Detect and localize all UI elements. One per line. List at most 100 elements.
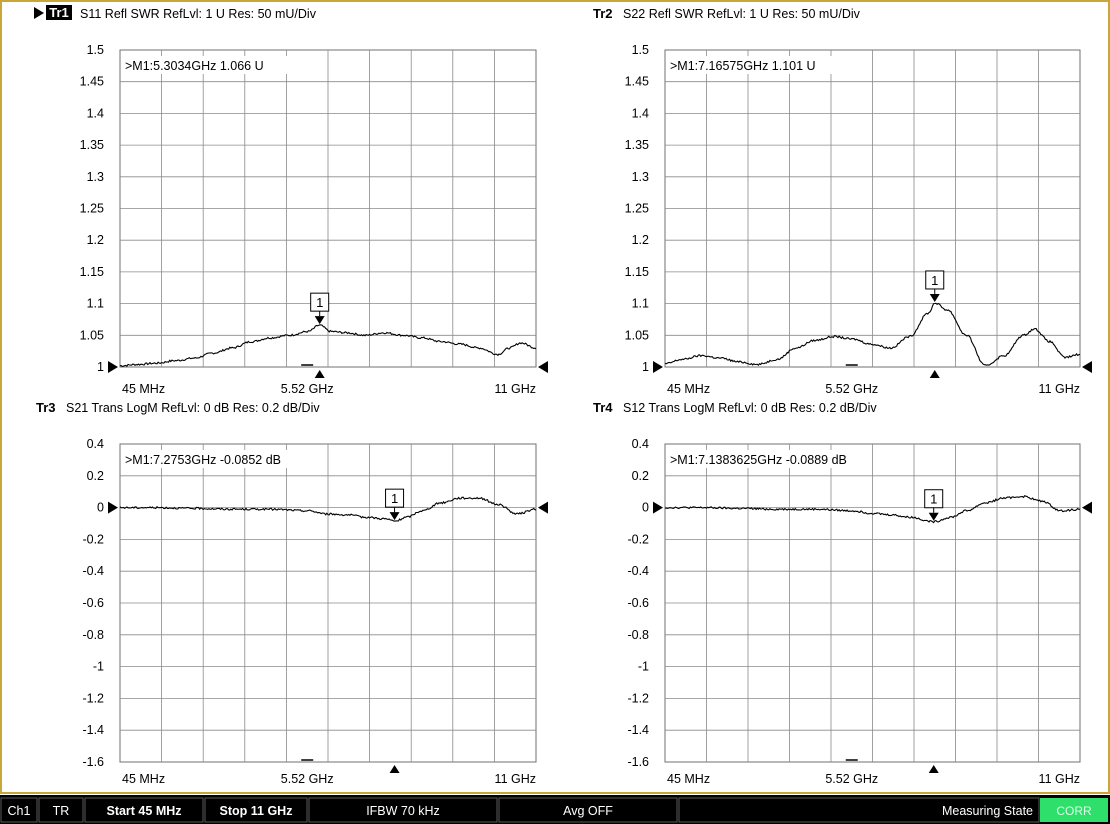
marker-label-box[interactable] [385, 488, 405, 508]
stop-frequency[interactable]: Stop 11 GHz [220, 804, 293, 818]
y-tick-label: 1.5 [632, 43, 649, 57]
marker-readout-text: >M1:7.16575GHz 1.101 U [670, 59, 816, 73]
ref-level-left-arrow-icon [108, 501, 118, 514]
trace-parameter: S21 Trans LogM RefLvl: 0 dB Res: 0.2 dB/… [66, 401, 320, 415]
trace-diagram-3[interactable]: Tr3 S21 Trans LogM RefLvl: 0 dB Res: 0.2 … [36, 400, 548, 786]
ref-level-right-arrow-icon [1082, 501, 1092, 514]
marker-readout[interactable]: >M1:7.2753GHz -0.0852 dB [124, 450, 324, 468]
ref-level-right-arrow-icon [538, 501, 548, 514]
grid-lines [665, 444, 1080, 762]
trace-mode-indicator[interactable]: TR [53, 804, 70, 818]
trace-line [664, 495, 1081, 524]
start-frequency-cell [84, 797, 204, 823]
active-trace-badge [46, 5, 72, 20]
stop-frequency-cell [204, 797, 308, 823]
ifbw-setting[interactable]: IFBW 70 kHz [366, 804, 440, 818]
marker-triangle-icon[interactable] [389, 512, 400, 521]
y-tick-label: 1.3 [87, 170, 104, 184]
trace-diagram-2[interactable]: Tr2 S22 Refl SWR RefLvl: 1 U Res: 50 mU/D… [593, 6, 1092, 396]
y-tick-label: 1.25 [80, 202, 104, 216]
trace-line [119, 496, 537, 522]
trace-diagram-4[interactable]: Tr4 S12 Trans LogM RefLvl: 0 dB Res: 0.2 … [593, 400, 1092, 786]
y-tick-label: 1 [97, 360, 104, 374]
y-tick-label: 1.15 [625, 265, 649, 279]
y-tick-label: 1.5 [87, 43, 104, 57]
y-tick-label: 0 [97, 501, 104, 515]
y-tick-label: -0.6 [82, 596, 104, 610]
y-tick-label: 1.15 [80, 265, 104, 279]
marker-label-box[interactable] [310, 292, 330, 312]
y-tick-label: 1.35 [625, 138, 649, 152]
marker-triangle-icon[interactable] [928, 512, 939, 521]
marker-label: 1 [316, 295, 323, 310]
y-tick-label: 0.4 [632, 437, 649, 451]
trace-mode-indicator-cell [38, 797, 84, 823]
x-tick-label: 45 MHz [667, 772, 710, 786]
y-tick-label: 1.1 [632, 297, 649, 311]
y-tick-label: -1 [638, 660, 649, 674]
status-bar: Ch1 TR Start 45 MHz Stop 11 GHz IFBW 70 kHz A… [0, 795, 1110, 824]
y-tick-label: 1.25 [625, 202, 649, 216]
ref-level-right-arrow-icon [1082, 361, 1092, 373]
y-tick-label: 1.2 [87, 233, 104, 247]
corr-badge[interactable] [1040, 798, 1108, 822]
marker-readout-text: >M1:5.3034GHz 1.066 U [125, 59, 264, 73]
marker-readout[interactable]: >M1:5.3034GHz 1.066 U [124, 56, 324, 74]
y-tick-label: 1.45 [625, 75, 649, 89]
x-tick-label: 5.52 GHz [281, 772, 334, 786]
marker-position-triangle-icon [314, 370, 325, 378]
marker-readout[interactable]: >M1:7.16575GHz 1.101 U [669, 56, 869, 74]
marker-readout-text: >M1:7.1383625GHz -0.0889 dB [670, 453, 847, 467]
y-tick-label: -1 [93, 660, 104, 674]
y-tick-label: 0.2 [87, 469, 104, 483]
y-tick-label: -0.8 [627, 628, 649, 642]
y-tick-label: -0.4 [627, 564, 649, 578]
trace-id[interactable]: Tr1 [49, 5, 69, 20]
x-tick-label: 11 GHz [1039, 382, 1080, 396]
marker-readout-text: >M1:7.2753GHz -0.0852 dB [125, 453, 281, 467]
trace-diagram-1[interactable]: Tr1 S11 Refl SWR RefLvl: 1 U Res: 50 mU/D… [34, 5, 548, 396]
ref-level-left-arrow-icon [108, 361, 118, 373]
grid-lines [120, 50, 536, 367]
ifbw-setting-cell [308, 797, 498, 823]
trace-id[interactable]: Tr2 [593, 6, 613, 21]
channel-indicator[interactable]: Ch1 [8, 804, 31, 818]
marker-label: 1 [930, 492, 937, 507]
marker-triangle-icon[interactable] [929, 293, 940, 302]
marker-triangle-icon[interactable] [314, 316, 325, 325]
x-tick-label: 11 GHz [495, 772, 536, 786]
y-tick-label: 1.4 [632, 106, 649, 120]
start-frequency[interactable]: Start 45 MHz [106, 804, 181, 818]
averaging-setting[interactable]: Avg OFF [563, 804, 613, 818]
trace-header: Tr3 S21 Trans LogM RefLvl: 0 dB Res: 0.2 … [36, 400, 320, 415]
trace-id[interactable]: Tr4 [593, 400, 613, 415]
y-tick-label: -0.6 [627, 596, 649, 610]
corr-label: CORR [1056, 804, 1092, 818]
y-tick-label: -1.2 [627, 691, 649, 705]
y-tick-label: -0.2 [82, 532, 104, 546]
y-tick-label: -1.4 [82, 723, 104, 737]
y-tick-label: 1.35 [80, 138, 104, 152]
y-tick-label: 1.05 [80, 328, 104, 342]
trace-id[interactable]: Tr3 [36, 400, 56, 415]
marker-position-triangle-icon [929, 370, 940, 378]
marker-label-box[interactable] [924, 489, 944, 509]
y-tick-label: 1.3 [632, 170, 649, 184]
marker-label-box[interactable] [925, 270, 945, 290]
marker-label: 1 [931, 273, 938, 288]
y-tick-label: 0 [642, 501, 649, 515]
y-tick-label: -1.6 [82, 755, 104, 769]
y-tick-label: 1.1 [87, 297, 104, 311]
x-tick-label: 5.52 GHz [825, 772, 878, 786]
y-tick-label: 1 [642, 360, 649, 374]
grid-lines [665, 50, 1080, 367]
y-tick-label: -1.4 [627, 723, 649, 737]
y-tick-label: -0.8 [82, 628, 104, 642]
y-tick-label: 1.05 [625, 328, 649, 342]
ref-level-left-arrow-icon [653, 361, 663, 373]
trace-line [119, 324, 537, 367]
trace-parameter: S22 Refl SWR RefLvl: 1 U Res: 50 mU/Div [623, 7, 861, 21]
marker-readout[interactable]: >M1:7.1383625GHz -0.0889 dB [669, 450, 869, 468]
channel-indicator-cell [0, 797, 38, 823]
